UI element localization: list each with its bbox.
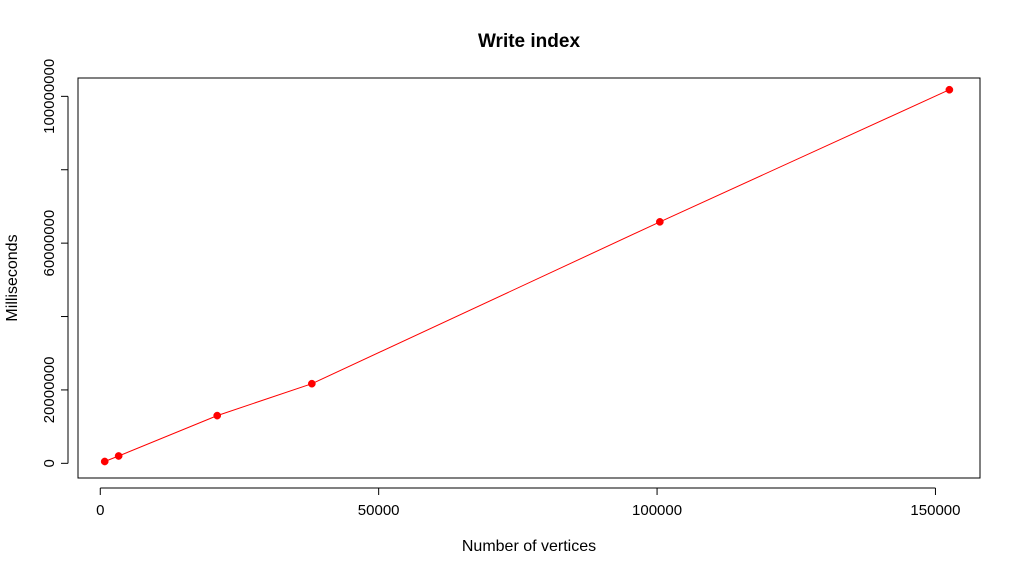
series-layer (100, 85, 954, 466)
x-axis: 0 50000 100000 150000 (96, 487, 960, 519)
y-tick-label: 0 (41, 459, 58, 467)
x-tick-label: 150000 (910, 502, 960, 519)
data-point (945, 85, 954, 94)
y-axis-label: Milliseconds (4, 234, 21, 321)
x-tick-label: 100000 (632, 502, 682, 519)
data-point (213, 411, 222, 420)
series-line (104, 89, 950, 462)
y-axis: 0 20000000 60000000 100000000 (41, 59, 69, 467)
y-tick-label: 60000000 (41, 210, 58, 277)
y-tick-label: 20000000 (41, 357, 58, 424)
data-point (100, 457, 109, 466)
x-tick-label: 0 (96, 502, 104, 519)
data-point (655, 218, 664, 226)
chart-title: Write index (478, 31, 580, 52)
plot-frame (77, 77, 981, 479)
x-tick-label: 50000 (358, 502, 400, 519)
data-point (308, 379, 316, 388)
x-axis-label: Number of vertices (462, 538, 596, 555)
y-tick-label: 100000000 (41, 59, 58, 134)
data-point (114, 452, 123, 460)
